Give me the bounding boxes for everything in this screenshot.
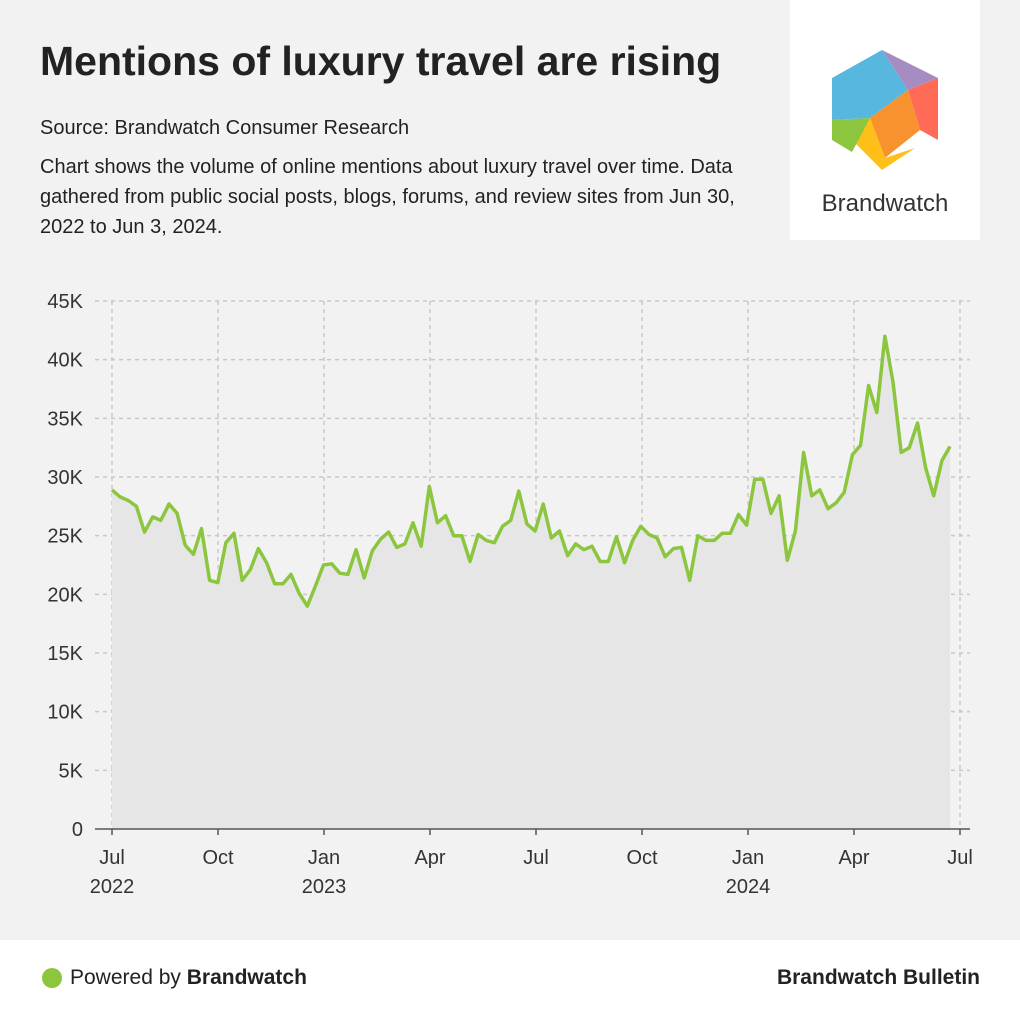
logo-segment <box>832 50 908 120</box>
chart-title: Mentions of luxury travel are rising <box>40 38 722 84</box>
powered-brand: Brandwatch <box>186 966 307 989</box>
y-tick-label: 35K <box>47 408 83 430</box>
y-tick-label: 10K <box>47 702 83 724</box>
powered-by: Powered by Brandwatch <box>42 966 307 990</box>
x-tick-label: Oct <box>202 847 234 869</box>
logo-segment <box>908 78 938 140</box>
footer: Powered by Brandwatch Brandwatch Bulleti… <box>0 940 1020 1016</box>
x-tick-label: Jan <box>732 847 764 869</box>
logo-segment <box>832 118 870 152</box>
logo-text: Brandwatch <box>821 190 949 217</box>
x-tick-label: Apr <box>838 847 869 869</box>
y-tick-label: 5K <box>59 760 84 782</box>
green-dot-icon <box>42 968 62 988</box>
y-tick-label: 25K <box>47 526 83 548</box>
chart-description: Chart shows the volume of online mention… <box>40 156 735 238</box>
y-tick-label: 45K <box>47 291 83 313</box>
bulletin-label: Brandwatch Bulletin <box>776 966 980 989</box>
y-tick-label: 0 <box>72 819 83 841</box>
y-tick-label: 15K <box>47 643 83 665</box>
y-tick-label: 20K <box>47 584 83 606</box>
x-tick-year-label: 2023 <box>302 876 347 898</box>
brandwatch-logo: Brandwatch <box>790 0 980 240</box>
x-tick-label: Jan <box>308 847 340 869</box>
x-tick-label: Jul <box>523 847 549 869</box>
line-chart: 0 5K 10K 15K 20K 25K 30K 35K 40K 45K Jul 2022 Oct Jan… <box>47 291 973 898</box>
y-tick-label: 40K <box>47 350 83 372</box>
x-tick-label: Jul <box>947 847 973 869</box>
area-fill <box>112 336 950 829</box>
y-tick-label: 30K <box>47 467 83 489</box>
logo-segment <box>882 50 938 90</box>
source-text: Source: Brandwatch Consumer Research <box>40 117 410 139</box>
powered-prefix: Powered by <box>70 966 187 989</box>
x-tick-label: Oct <box>626 847 658 869</box>
brandwatch-hexagon-icon <box>832 50 938 170</box>
x-tick-year-label: 2022 <box>90 876 135 898</box>
series-line <box>110 334 952 608</box>
x-tick-label: Jul <box>99 847 125 869</box>
x-tick-label: Apr <box>414 847 445 869</box>
x-tick-year-label: 2024 <box>726 876 771 898</box>
logo-segment <box>870 90 920 158</box>
logo-segment <box>852 118 915 170</box>
